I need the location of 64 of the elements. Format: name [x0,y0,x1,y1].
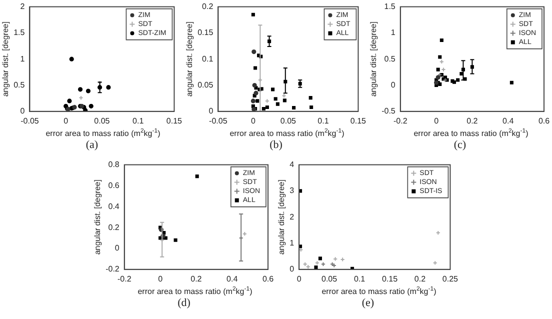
x-tick-label: 0.2 [190,274,202,284]
y-axis-title: angular dist. [degree] [369,22,378,97]
x-axis-title: error area to mass ratio (m$^{2}$kg$^{-1}$) [136,286,254,297]
y-tick-label: -0.5 [382,106,396,116]
x-tick-label: 0.25 [442,274,459,284]
text: (d) [176,297,192,310]
text: (a) [84,139,100,152]
y-tick-label: 0.2 [202,2,214,12]
x-tick-label: 0.2 [466,116,478,126]
x-tick-label: 0.15 [166,116,183,126]
x-tick-label: 0.05 [321,274,338,284]
y-tick-label: 0.6 [108,180,120,190]
x-tick-label: 0 [250,116,256,126]
y-tick-label: -0.2 [106,264,120,274]
y-tick-label: 0 [20,106,26,116]
x-tick-label: 0.2 [414,274,426,284]
x-tick-label: 0.4 [502,116,514,126]
y-tick-label: 0.15 [198,28,214,38]
y-tick-label: 1 [20,54,26,64]
text: (b) [268,139,284,152]
y-tick-label: 0 [114,244,120,253]
y-axis-title: angular dist. [degree] [1,22,10,97]
x-tick-label: 0.1 [132,116,144,126]
y-tick-label: 0.5 [14,80,26,90]
y-axis-title: angular dist. [degree] [277,180,286,255]
y-axis-title: angular dist. [degree] [185,22,194,97]
text: (c) [452,139,468,152]
x-tick-label: 0.6 [538,116,550,126]
x-tick-label: 0.6 [262,274,274,284]
x-tick-label: -0.2 [117,274,132,284]
x-axis-title: error area to mass ratio (m$^{2}$kg$^{-1}$) [412,128,530,139]
y-tick-label: 1 [390,28,396,38]
x-tick-label: 0.1 [354,274,366,284]
x-axis-title: error area to mass ratio (m$^{2}$kg$^{-1}$) [228,128,346,139]
x-tick-label: 0.15 [350,116,367,126]
x-tick-label: 0.05 [94,116,110,126]
y-tick-label: 0 [208,106,214,116]
y-tick-label: 3 [290,186,295,196]
y-tick-label: 0 [390,80,396,90]
y-tick-label: 0 [290,264,295,274]
y-tick-label: 1 [290,238,295,248]
y-axis-title: angular dist. [degree] [93,180,102,255]
y-tick-label: 4 [290,160,295,170]
y-tick-label: 2 [290,212,295,222]
y-tick-label: 1.5 [384,2,396,12]
x-tick-label: 0.1 [318,116,330,126]
y-tick-label: 0.4 [108,202,120,211]
x-tick-label: 0 [434,116,440,126]
text: (e) [360,297,376,310]
y-tick-label: 0.5 [384,54,396,64]
y-tick-label: 0.2 [108,222,120,232]
y-tick-label: 2 [20,2,26,12]
y-tick-label: 0.05 [198,80,214,90]
x-tick-label: 0 [296,274,302,284]
x-tick-label: 0.4 [226,274,238,284]
y-tick-label: 0.1 [202,54,214,64]
y-tick-label: 1.5 [14,28,26,38]
x-tick-label: 0 [64,116,69,126]
x-tick-label: -0.05 [209,116,228,126]
x-axis-title: error area to mass ratio (m$^{2}$kg$^{-1}$) [44,128,162,139]
x-tick-label: -0.05 [20,116,40,126]
x-tick-label: 0 [158,274,164,284]
y-tick-label: 0.8 [108,160,120,170]
x-axis-title: error area to mass ratio (m$^{2}$kg$^{-1}$) [320,286,438,297]
